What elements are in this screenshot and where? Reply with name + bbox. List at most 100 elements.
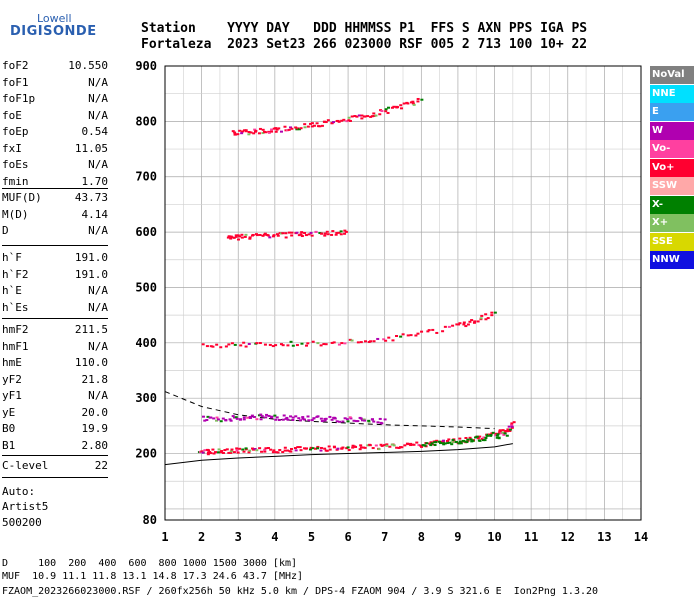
- echo-point: [400, 107, 404, 110]
- echo-point: [320, 420, 324, 423]
- echo-point: [400, 446, 404, 449]
- header-line-1: Station YYYY DAY DDD HHMMSS P1 FFS S AXN…: [141, 21, 588, 36]
- echo-point: [357, 114, 361, 117]
- echo-point: [458, 440, 462, 443]
- legend-label: Vo-: [652, 143, 671, 154]
- echo-point: [350, 115, 354, 118]
- echo-point: [497, 436, 501, 439]
- echo-point: [208, 451, 212, 454]
- echo-point: [339, 233, 343, 236]
- param-name: foF1: [2, 75, 29, 89]
- echo-point: [234, 416, 238, 419]
- echo-point: [229, 450, 233, 453]
- echo-point: [339, 230, 343, 233]
- echo-point: [474, 436, 478, 439]
- echo-point: [490, 311, 494, 314]
- x-tick-label: 13: [597, 530, 611, 544]
- echo-point: [318, 232, 322, 235]
- y-tick-label: 80: [143, 513, 157, 527]
- echo-point: [484, 437, 488, 440]
- echo-point: [476, 320, 480, 323]
- param-row: M(D) 4.14: [2, 208, 108, 224]
- echo-point: [248, 236, 252, 239]
- echo-point: [307, 419, 311, 422]
- echo-point: [272, 449, 276, 452]
- echo-point: [403, 444, 407, 447]
- echo-point: [343, 342, 347, 345]
- echo-point: [299, 127, 303, 130]
- param-value: 22: [94, 459, 108, 472]
- param-name: C-level: [2, 459, 49, 472]
- param-name: foF1p: [2, 92, 36, 105]
- param-row: foF1 N/A: [2, 76, 108, 92]
- param-value: 43.73: [74, 191, 108, 204]
- echo-point: [283, 449, 287, 452]
- echo-point: [285, 449, 289, 452]
- param-name: D: [2, 224, 9, 237]
- echo-point: [236, 234, 240, 237]
- echo-point: [315, 122, 319, 125]
- echo-point: [451, 438, 455, 441]
- echo-point: [341, 420, 345, 423]
- echo-point: [211, 345, 215, 348]
- echo-point: [363, 419, 367, 422]
- echo-point: [366, 444, 370, 447]
- echo-point: [385, 443, 389, 446]
- echo-point: [287, 128, 291, 131]
- echo-point: [302, 418, 306, 421]
- param-value: 4.14: [81, 207, 109, 221]
- echo-point: [301, 416, 305, 419]
- echo-point: [334, 233, 338, 236]
- echo-point: [350, 339, 354, 342]
- echo-point: [338, 420, 342, 423]
- echo-point: [258, 447, 262, 450]
- separator-line: [2, 455, 108, 456]
- echo-point: [244, 447, 248, 450]
- echo-point: [330, 233, 334, 236]
- param-name: h`F2: [2, 267, 29, 281]
- echo-point: [230, 236, 234, 239]
- echo-point: [310, 125, 314, 128]
- legend-label: SSW: [652, 180, 677, 191]
- echo-point: [263, 232, 267, 235]
- echo-point: [380, 110, 384, 113]
- echo-point: [319, 344, 323, 347]
- param-name: fmin: [2, 174, 29, 188]
- param-name: yE: [2, 405, 16, 419]
- echo-point: [258, 233, 262, 236]
- echo-point: [319, 449, 323, 452]
- echo-point: [319, 446, 323, 449]
- echo-point: [510, 422, 514, 425]
- echo-point: [235, 417, 239, 420]
- echo-point: [314, 230, 318, 233]
- echo-point: [294, 415, 298, 418]
- echo-point: [387, 336, 391, 339]
- echo-point: [429, 444, 433, 447]
- echo-point: [495, 434, 499, 437]
- echo-point: [289, 450, 293, 453]
- echo-point: [443, 325, 447, 328]
- echo-point: [483, 439, 487, 442]
- param-value: N/A: [88, 158, 108, 171]
- echo-point: [475, 435, 479, 438]
- echo-point: [312, 417, 316, 420]
- echo-point: [263, 448, 267, 451]
- echo-point: [447, 438, 451, 441]
- x-tick-label: 6: [344, 530, 351, 544]
- echo-point: [502, 433, 506, 436]
- echo-point: [395, 335, 399, 338]
- echo-point: [261, 132, 265, 135]
- echo-point: [270, 130, 274, 133]
- param-row: foF2 10.550: [2, 59, 108, 75]
- echo-point: [406, 334, 410, 337]
- echo-point: [303, 231, 307, 234]
- echo-point: [409, 334, 413, 337]
- echo-point: [332, 341, 336, 344]
- y-tick-label: 600: [135, 225, 157, 239]
- echo-point: [289, 447, 293, 450]
- echo-point: [283, 125, 287, 128]
- echo-point: [266, 234, 270, 237]
- echo-point: [260, 450, 264, 453]
- echo-point: [374, 444, 378, 447]
- echo-point: [363, 446, 367, 449]
